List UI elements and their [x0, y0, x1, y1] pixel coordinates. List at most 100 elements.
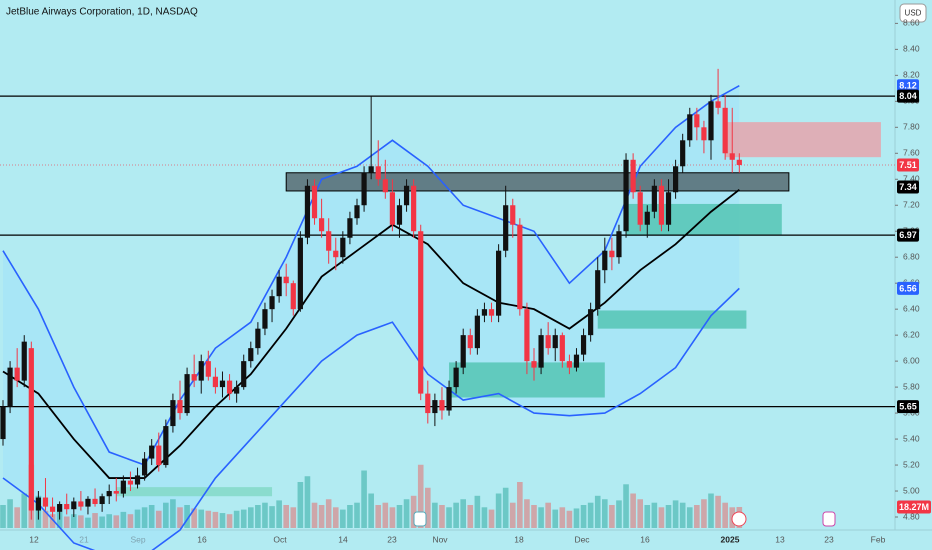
- candle-body: [580, 335, 587, 355]
- candle-body: [354, 205, 360, 219]
- candle-body: [425, 393, 431, 414]
- volume-bar: [722, 502, 728, 528]
- y-tick-label: 7.40: [903, 174, 920, 184]
- volume-bar: [439, 505, 445, 528]
- volume-bar: [212, 511, 219, 528]
- candle-body: [403, 185, 410, 206]
- candle-body: [651, 185, 657, 212]
- volume-bar: [141, 507, 148, 528]
- volume-bar: [531, 505, 537, 528]
- volume-bar: [276, 500, 282, 528]
- volume-bar: [226, 514, 233, 528]
- zone: [597, 310, 747, 329]
- volume-bar: [432, 502, 438, 528]
- volume-bar: [389, 507, 396, 528]
- candle-body: [99, 496, 105, 505]
- candle-body: [368, 166, 374, 173]
- volume-bar: [679, 502, 686, 528]
- candle-body: [609, 250, 615, 258]
- candle-body: [637, 192, 643, 225]
- y-tick-label: 6.40: [903, 303, 920, 313]
- candle-body: [701, 127, 707, 141]
- y-tick-label: 6.80: [903, 251, 920, 261]
- candle-body: [92, 498, 98, 505]
- volume-bar: [417, 464, 424, 528]
- volume-bar: [304, 476, 311, 528]
- volume-bar: [283, 505, 289, 528]
- candle-body: [595, 270, 601, 310]
- y-tick-label: 7.60: [903, 148, 920, 158]
- volume-bar: [148, 505, 155, 528]
- candle-body: [382, 179, 388, 193]
- candle-body: [120, 480, 126, 494]
- volume-bar: [368, 493, 374, 528]
- y-tick-label: 8.60: [903, 18, 920, 28]
- volume-bar: [509, 502, 516, 528]
- candle-body: [687, 114, 693, 141]
- y-tick-label: 5.40: [903, 433, 920, 443]
- candle-body: [517, 224, 523, 310]
- volume-bar: [495, 493, 502, 528]
- y-tick-label: 4.80: [903, 511, 920, 521]
- volume-bar: [474, 495, 481, 528]
- volume-bar: [177, 507, 183, 528]
- volume-bar: [446, 507, 452, 528]
- volume-bar: [297, 482, 304, 528]
- x-tick-label: Nov: [432, 534, 448, 544]
- candle-body: [191, 374, 197, 381]
- volume-bar: [382, 502, 389, 528]
- price-tag-label: 7.34: [899, 182, 917, 192]
- volume-bar: [665, 505, 672, 528]
- event-icon[interactable]: [822, 511, 836, 527]
- candle-body: [142, 458, 148, 476]
- x-tick-label: 12: [29, 534, 39, 544]
- candle-body: [566, 361, 572, 368]
- volume-tag: [897, 500, 931, 514]
- candle-body: [198, 361, 204, 381]
- volume-bar: [14, 507, 20, 528]
- volume-bar: [78, 515, 84, 528]
- candle-body: [85, 498, 91, 507]
- candle-body: [411, 185, 417, 232]
- event-icon[interactable]: [731, 511, 747, 527]
- currency-label[interactable]: USD: [905, 9, 922, 18]
- volume-bar: [460, 499, 466, 528]
- volume-bar: [637, 499, 643, 528]
- candle-body: [297, 237, 303, 310]
- volume-bar: [354, 502, 360, 528]
- volume-bar: [113, 515, 120, 528]
- candle-body: [432, 400, 438, 414]
- candle-body: [694, 114, 700, 128]
- candle-body: [177, 400, 183, 414]
- volume-bar: [7, 499, 13, 528]
- volume-bar: [49, 514, 56, 528]
- band-line: [2, 85, 740, 467]
- volume-bar: [248, 507, 254, 528]
- volume-bar: [0, 505, 6, 528]
- volume-bar: [106, 514, 112, 528]
- currency-button[interactable]: [899, 3, 927, 23]
- candle-body: [602, 250, 608, 271]
- candle-body: [304, 185, 311, 238]
- volume-bar: [672, 500, 679, 528]
- candle-body: [389, 192, 395, 225]
- y-tick-label: 5.00: [903, 485, 920, 495]
- candle-body: [57, 504, 63, 512]
- volume-bar: [325, 499, 332, 528]
- volume-bar: [71, 514, 77, 528]
- candle-body: [283, 276, 289, 284]
- volume-bar: [694, 505, 700, 528]
- x-tick-label: Oct: [273, 534, 287, 544]
- band-fill: [3, 85, 740, 550]
- candle-body: [418, 231, 424, 394]
- price-tag: [897, 228, 919, 242]
- volume-bar: [205, 510, 212, 528]
- candle-body: [538, 335, 544, 368]
- volume-bar: [658, 507, 665, 528]
- price-tag-label: 8.12: [899, 81, 917, 91]
- candle-body: [736, 159, 742, 165]
- candle-body: [665, 192, 672, 225]
- event-icon[interactable]: [413, 511, 427, 527]
- candle-body: [559, 335, 565, 362]
- volume-bar: [602, 499, 608, 528]
